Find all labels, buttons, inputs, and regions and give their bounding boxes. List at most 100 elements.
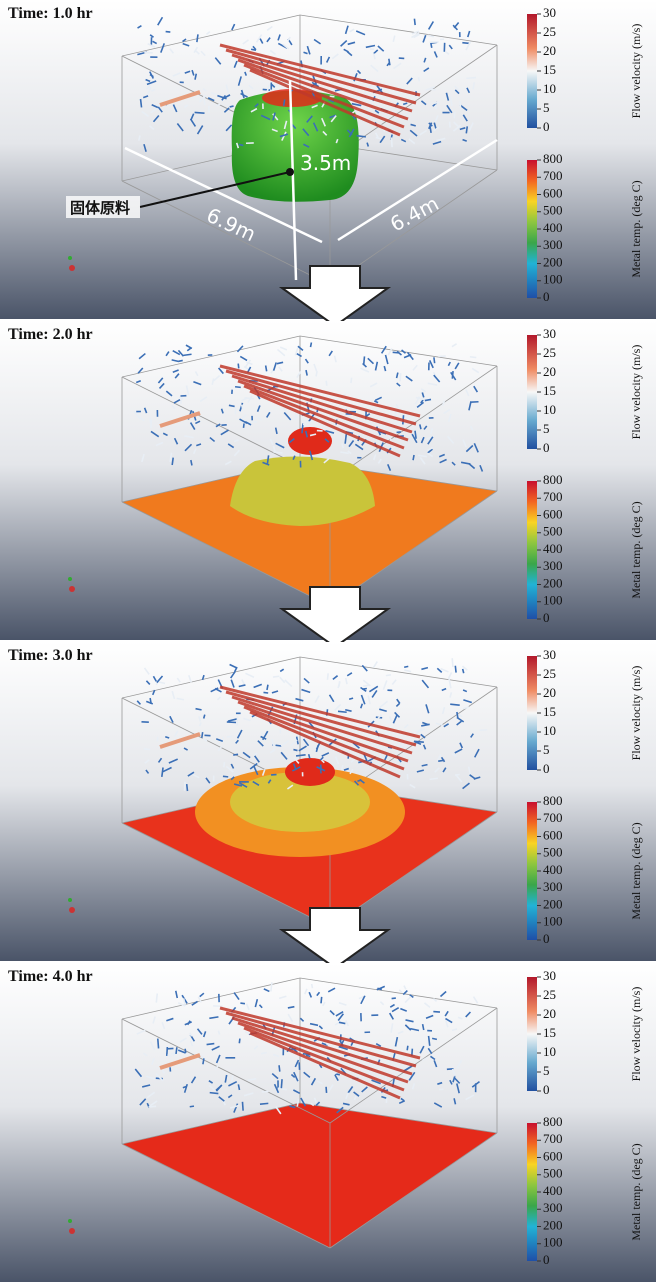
time-label: Time: 3.0 hr bbox=[8, 647, 93, 664]
flow-vector bbox=[196, 125, 204, 135]
box-edge bbox=[121, 501, 331, 607]
flow-vector bbox=[243, 1092, 254, 1097]
flow-vector bbox=[350, 758, 356, 763]
flow-vector bbox=[345, 1092, 350, 1100]
flow-vector bbox=[271, 83, 276, 88]
flow-vector bbox=[303, 677, 310, 684]
box-edge bbox=[299, 656, 498, 688]
flow-vector bbox=[174, 373, 180, 379]
flow-vector bbox=[304, 430, 309, 438]
flow-vector bbox=[191, 69, 195, 76]
flow-vector bbox=[326, 673, 329, 680]
colorbar-tick-label: 400 bbox=[543, 1183, 563, 1198]
flow-vector bbox=[456, 1059, 463, 1069]
flow-vector bbox=[185, 385, 190, 396]
flow-vector bbox=[430, 1055, 436, 1061]
flow-vector bbox=[351, 102, 362, 107]
flow-vector bbox=[360, 694, 366, 705]
flow-vector bbox=[296, 353, 302, 358]
box-edge bbox=[299, 1102, 498, 1134]
flow-vector bbox=[230, 776, 235, 781]
box-edge bbox=[121, 656, 301, 699]
flow-vector bbox=[194, 73, 198, 80]
flow-vector bbox=[459, 104, 468, 112]
hot-spot bbox=[288, 427, 332, 455]
flow-vector bbox=[155, 441, 164, 447]
flow-vector bbox=[135, 379, 142, 384]
colorbar-tick-label: 500 bbox=[543, 845, 563, 860]
flow-vector bbox=[253, 765, 259, 776]
flow-vector bbox=[350, 377, 353, 384]
flow-vector bbox=[388, 58, 391, 66]
flow-vector bbox=[184, 70, 191, 74]
box-edge bbox=[121, 1143, 331, 1249]
jet-streak bbox=[243, 63, 405, 129]
flow-vector bbox=[404, 669, 412, 673]
flow-vector bbox=[261, 768, 266, 776]
flow-vector bbox=[157, 106, 163, 113]
colorbar-title: Flow velocity (m/s) bbox=[629, 987, 643, 1082]
flow-vector bbox=[149, 73, 154, 78]
colorbar-title: Metal temp. (deg C) bbox=[629, 1143, 643, 1240]
time-label: Time: 1.0 hr bbox=[8, 5, 93, 22]
flow-vector bbox=[321, 117, 326, 127]
flow-vector bbox=[311, 81, 320, 88]
flow-vector bbox=[424, 398, 432, 402]
flow-vector bbox=[406, 351, 414, 361]
flow-vector bbox=[411, 433, 418, 444]
flow-vector bbox=[466, 30, 471, 38]
flow-vector bbox=[322, 1001, 326, 1007]
flow-vector bbox=[446, 104, 453, 114]
flow-vector bbox=[355, 30, 366, 36]
flow-vector bbox=[295, 697, 304, 702]
flow-vector bbox=[436, 137, 446, 142]
flow-vector bbox=[279, 346, 288, 351]
flow-vector bbox=[325, 429, 335, 434]
colorbar-tick-label: 700 bbox=[543, 489, 563, 504]
flow-vector bbox=[466, 87, 471, 94]
flow-vector bbox=[240, 1002, 246, 1005]
flow-vector bbox=[462, 689, 468, 693]
colorbar bbox=[527, 481, 537, 619]
flow-vector bbox=[420, 436, 425, 444]
flow-vector bbox=[443, 408, 451, 415]
flow-vector bbox=[427, 34, 434, 38]
flow-vector bbox=[454, 89, 460, 95]
flow-vector bbox=[338, 1021, 346, 1025]
flow-vector bbox=[278, 366, 283, 372]
flow-vector bbox=[215, 1084, 222, 1091]
flow-vector bbox=[337, 1013, 345, 1021]
flow-vector bbox=[269, 49, 277, 56]
flow-vector bbox=[465, 444, 474, 453]
flow-vector bbox=[293, 757, 300, 764]
flow-vector bbox=[275, 442, 285, 449]
axis-triad bbox=[68, 898, 72, 902]
flow-vector bbox=[447, 413, 452, 422]
flow-vector bbox=[391, 997, 396, 1000]
flow-vector bbox=[192, 448, 197, 455]
flow-vector bbox=[227, 718, 238, 722]
flow-vector bbox=[368, 685, 379, 693]
flow-vector bbox=[315, 744, 320, 753]
flow-vector bbox=[412, 454, 415, 461]
flow-vector bbox=[465, 389, 470, 397]
flow-vector bbox=[439, 458, 447, 464]
flow-vector bbox=[196, 1028, 203, 1035]
flow-vector bbox=[158, 382, 165, 389]
flow-vector bbox=[206, 1042, 215, 1046]
jet-streak bbox=[219, 685, 421, 739]
jet-streak bbox=[231, 374, 413, 434]
flow-vector bbox=[265, 411, 271, 418]
colorbar-tick-label: 20 bbox=[543, 685, 556, 700]
flow-vector bbox=[391, 1007, 400, 1013]
flow-vector bbox=[372, 661, 378, 668]
flow-vector bbox=[362, 687, 367, 690]
flow-vector bbox=[376, 985, 386, 991]
flow-vector bbox=[400, 1097, 405, 1102]
flow-vector bbox=[454, 85, 460, 91]
flow-vector bbox=[195, 420, 201, 425]
flow-vector bbox=[349, 769, 354, 775]
flow-vector bbox=[165, 351, 170, 357]
flow-vector bbox=[479, 728, 488, 732]
flow-vector bbox=[247, 1077, 257, 1082]
